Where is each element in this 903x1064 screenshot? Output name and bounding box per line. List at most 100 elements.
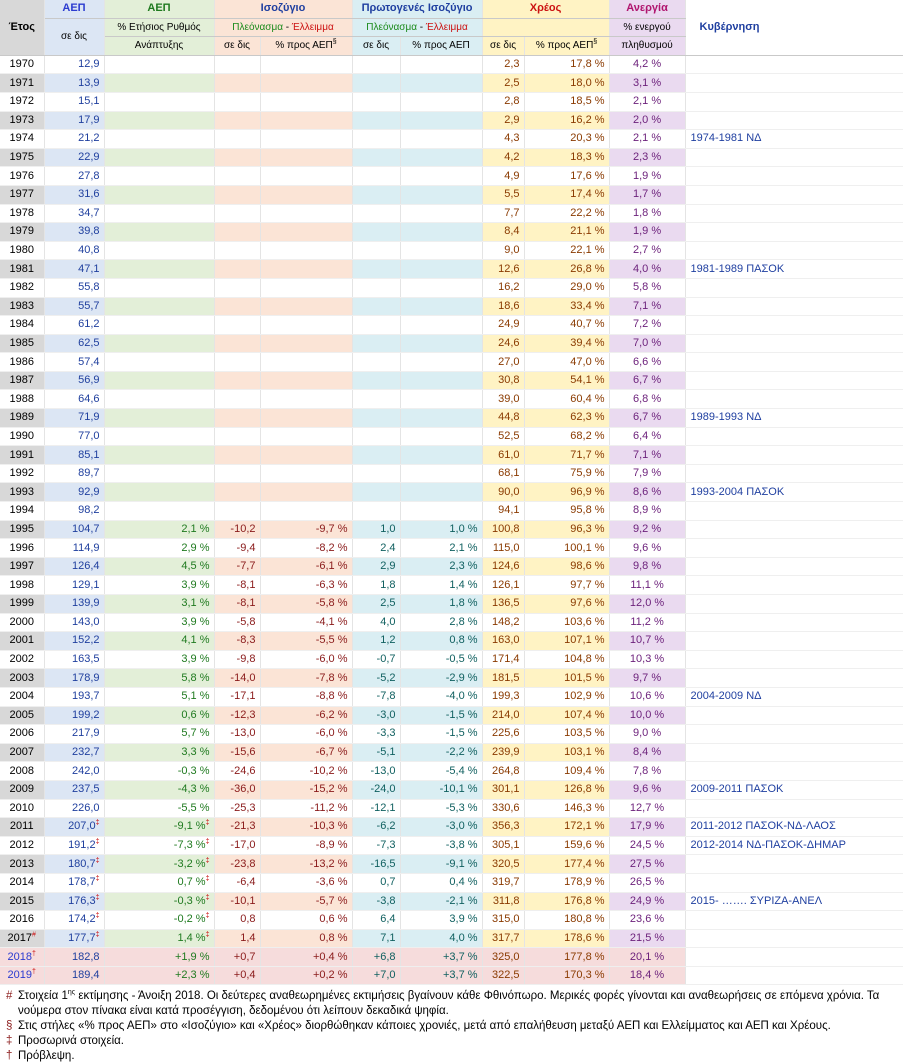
cell-primary-pct — [400, 166, 483, 186]
cell-government: 2012-2014 ΝΔ-ΠΑΣΟΚ-ΔΗΜΑΡ — [685, 836, 903, 856]
cell-government: 1993-2004 ΠΑΣΟΚ — [685, 482, 903, 503]
cell-year: 2004 — [0, 687, 45, 707]
cell-year-value: 1985 — [9, 336, 34, 349]
cell-debt: 44,8 — [482, 408, 525, 428]
cell-debt-value: 319,7 — [492, 876, 520, 889]
cell-debt-pct-value: 126,8 % — [564, 783, 605, 796]
cell-gdp-value: 55,8 — [78, 281, 100, 294]
cell-gdp-value: 31,6 — [78, 188, 100, 201]
cell-balance-pct — [260, 427, 353, 447]
cell-debt-pct-value: 17,8 % — [570, 58, 605, 71]
header-balance-col2: % προς ΑΕΠ§ — [260, 36, 353, 56]
cell-year-value: 2009 — [9, 783, 34, 796]
header-primary-col2: % προς ΑΕΠ — [400, 36, 483, 56]
cell-year: 2007 — [0, 743, 45, 763]
cell-growth — [104, 501, 215, 521]
cell-growth — [104, 278, 215, 298]
cell-unemployment-value: 8,9 % — [632, 504, 662, 517]
cell-growth-value: -9,1 % — [173, 820, 206, 833]
cell-balance-pct — [260, 129, 353, 149]
cell-debt-value: 61,0 — [498, 448, 520, 461]
cell-year: 2009 — [0, 780, 45, 800]
cell-primary-pct — [400, 111, 483, 131]
cell-debt-value: 2,8 — [504, 95, 520, 108]
cell-unemployment: 5,8 % — [609, 278, 686, 298]
cell-primary-pct — [400, 55, 483, 75]
cell-debt-value: 322,5 — [492, 969, 520, 982]
header-balance-col1: σε δις — [214, 36, 261, 56]
cell-debt-pct: 100,1 % — [524, 538, 610, 558]
cell-debt-value: 305,1 — [492, 839, 520, 852]
cell-year: 2013 — [0, 854, 45, 874]
cell-debt: 325,0 — [482, 947, 525, 967]
cell-balance-pct — [260, 55, 353, 75]
cell-growth: 2,1 % — [104, 520, 215, 540]
cell-balance-value: 1,4 — [240, 931, 256, 944]
cell-debt: 4,9 — [482, 166, 525, 186]
footnote: † Πρόβλεψη. — [6, 1049, 903, 1064]
cell-growth: 5,8 % — [104, 668, 215, 688]
primary-dash: - — [417, 21, 426, 33]
cell-balance — [214, 222, 261, 242]
cell-year: 1996 — [0, 538, 45, 558]
cell-unemployment-value: 26,5 % — [629, 876, 665, 889]
cell-debt-pct-value: 177,4 % — [564, 857, 605, 870]
cell-balance-pct: -8,2 % — [260, 538, 353, 558]
cell-debt-value: 30,8 — [498, 374, 520, 387]
footnote-marker: † — [32, 968, 36, 976]
cell-government-value: 1981-1989 ΠΑΣΟΚ — [690, 262, 785, 275]
cell-debt-pct: 40,7 % — [524, 315, 610, 335]
cell-debt-pct-value: 33,4 % — [570, 299, 605, 312]
cell-growth: -5,5 % — [104, 799, 215, 819]
cell-unemployment: 6,6 % — [609, 352, 686, 372]
cell-primary-value: 0,7 — [380, 876, 396, 889]
cell-debt-pct-value: 95,8 % — [570, 504, 605, 517]
cell-government — [685, 947, 903, 967]
cell-unemployment: 2,3 % — [609, 148, 686, 168]
cell-balance: -6,4 — [214, 873, 261, 893]
header-gdp-unit: σε δις — [44, 18, 105, 56]
cell-debt-pct: 98,6 % — [524, 557, 610, 577]
cell-year-value: 1983 — [9, 299, 34, 312]
cell-gdp-value: 21,2 — [78, 132, 100, 145]
cell-government — [685, 761, 903, 781]
cell-balance-pct: 0,6 % — [260, 910, 353, 930]
cell-primary-pct: 2,3 % — [400, 557, 483, 577]
cell-debt-value: 301,1 — [492, 783, 520, 796]
table-row: 1971 13,9 2,5 18,0 % 3,1 % — [0, 73, 903, 93]
cell-balance — [214, 111, 261, 131]
table-row: 2013 180,7‡ -3,2 %‡ -23,8 -13,2 % -16,5 -9,1 %… — [0, 854, 903, 874]
cell-gdp: 77,0 — [44, 427, 105, 447]
cell-unemployment: 7,2 % — [609, 315, 686, 335]
cell-gdp: 40,8 — [44, 241, 105, 261]
cell-unemployment: 4,0 % — [609, 259, 686, 279]
footnote-marker: ‡ — [95, 875, 100, 883]
cell-primary: 1,2 — [352, 631, 401, 651]
cell-debt-pct: 71,7 % — [524, 445, 610, 465]
cell-balance-pct-value: -5,7 % — [315, 894, 348, 907]
cell-gdp: 27,8 — [44, 166, 105, 186]
cell-debt-value: 214,0 — [492, 708, 520, 721]
cell-debt-value: 2,3 — [504, 58, 520, 71]
cell-debt-pct: 177,4 % — [524, 854, 610, 874]
cell-government — [685, 92, 903, 112]
cell-balance-pct-value: -9,7 % — [315, 522, 348, 535]
cell-primary — [352, 389, 401, 410]
cell-gdp-value: 56,9 — [78, 374, 100, 387]
cell-balance-pct: -10,3 % — [260, 817, 353, 837]
cell-unemployment-value: 10,6 % — [629, 690, 665, 703]
cell-balance-pct — [260, 445, 353, 465]
cell-government — [685, 520, 903, 540]
footnote-marker: ‡ — [95, 894, 100, 902]
cell-year-value: 1986 — [9, 355, 34, 368]
cell-unemployment-value: 24,5 % — [629, 839, 665, 852]
cell-primary-pct-value: -3,0 % — [445, 820, 478, 833]
cell-debt-pct-value: 103,6 % — [564, 615, 605, 628]
cell-primary-pct-value: -9,1 % — [445, 857, 478, 870]
cell-debt: 2,5 — [482, 73, 525, 93]
table-row: 1990 77,0 52,5 68,2 % 6,4 % — [0, 427, 903, 447]
cell-balance-value: 0,8 — [240, 913, 256, 926]
cell-primary-pct — [400, 148, 483, 168]
cell-year-value: 2013 — [9, 857, 34, 870]
cell-balance-pct-value: -13,2 % — [309, 857, 348, 870]
